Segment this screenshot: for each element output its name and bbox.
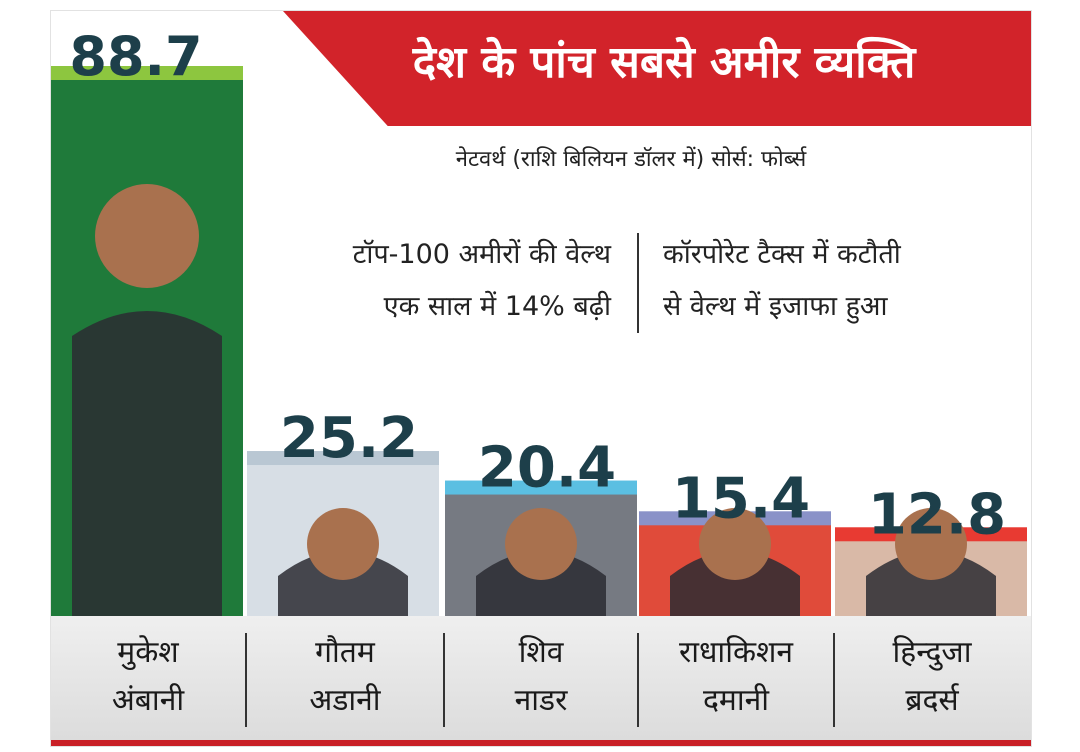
chart-title: देश के पांच सबसे अमीर व्यक्ति	[412, 37, 916, 88]
name-line2: अडानी	[309, 683, 381, 718]
note-right-line2: से वेल्थ में इजाफा हुआ	[663, 291, 888, 322]
name-line2: दमानी	[702, 683, 770, 718]
chart-subtitle: नेटवर्थ (राशि बिलियन डॉलर में) सोर्स: फो…	[455, 147, 807, 172]
title-banner	[283, 11, 1031, 126]
bar-cap-1	[247, 451, 439, 466]
note-left-line2: एक साल में 14% बढ़ी	[383, 291, 611, 322]
value-label-4: 12.8	[868, 482, 1006, 547]
note-left: टॉप-100 अमीरों की वेल्थ एक साल में 14% ब…	[261, 229, 611, 333]
person-photo-body-3	[670, 551, 800, 616]
name-label-radhakishan: राधाकिशन दमानी	[639, 629, 833, 729]
name-label-mukesh: मुकेश अंबानी	[51, 629, 245, 729]
bar-cap-2	[445, 480, 637, 495]
note-left-line1: टॉप-100 अमीरों की वेल्थ	[352, 239, 611, 270]
names-bar	[51, 616, 1031, 740]
value-label-1: 25.2	[280, 406, 418, 471]
name-divider	[833, 633, 835, 727]
name-label-shiv: शिव नाडर	[445, 629, 637, 729]
name-line1: हिन्दुजा	[892, 635, 972, 670]
person-photo-body-1	[278, 551, 408, 616]
name-label-gautam: गौतम अडानी	[247, 629, 443, 729]
note-right: कॉरपोरेट टैक्स में कटौती से वेल्थ में इज…	[663, 229, 1003, 333]
bar-chart: 88.7 25.2 20.4 15.4 12.8	[51, 25, 1027, 616]
name-label-hinduja: हिन्दुजा ब्रदर्स	[835, 629, 1029, 729]
person-photo-body-4	[866, 551, 996, 616]
bottom-accent-line	[51, 740, 1031, 746]
name-line2: नाडर	[514, 683, 568, 718]
person-photo-head-4	[895, 508, 967, 580]
person-photo-body-0	[72, 311, 222, 616]
note-right-line1: कॉरपोरेट टैक्स में कटौती	[663, 239, 901, 270]
name-line1: शिव	[518, 635, 564, 670]
person-photo-head-3	[699, 508, 771, 580]
name-line1: गौतम	[315, 635, 375, 670]
person-photo-head-1	[307, 508, 379, 580]
name-divider	[443, 633, 445, 727]
value-label-2: 20.4	[478, 436, 616, 501]
name-line2: ब्रदर्स	[905, 683, 959, 718]
value-label-0: 88.7	[69, 25, 202, 88]
bar-cap-0	[51, 66, 243, 80]
name-line1: राधाकिशन	[678, 635, 794, 670]
infographic-card: 88.7 25.2 20.4 15.4 12.8 देश के पांच सबसे अम…	[50, 10, 1032, 747]
name-divider	[245, 633, 247, 727]
person-photo-body-2	[476, 551, 606, 616]
value-label-3: 15.4	[672, 466, 810, 531]
name-line2: अंबानी	[111, 683, 185, 718]
name-line1: मुकेश	[117, 635, 179, 670]
name-divider	[637, 633, 639, 727]
note-divider	[637, 233, 639, 333]
person-photo-head-2	[505, 508, 577, 580]
person-photo-head-0	[95, 184, 199, 288]
